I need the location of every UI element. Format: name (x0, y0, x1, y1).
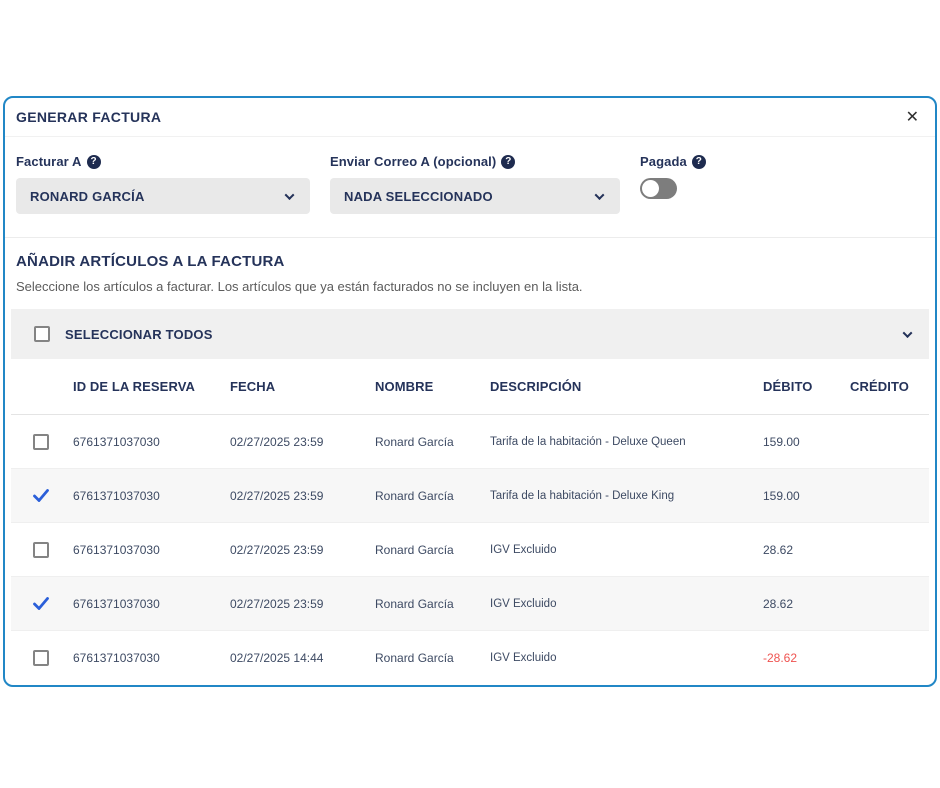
row-debito: 159.00 (763, 434, 800, 449)
reservation-id: 6761371037030 (73, 488, 160, 503)
table-row[interactable]: 6761371037030 02/27/2025 23:59 Ronard Ga… (11, 523, 929, 577)
row-fecha: 02/27/2025 23:59 (230, 596, 324, 611)
row-descripcion: Tarifa de la habitación - Deluxe King (490, 489, 675, 502)
select-all-label: SELECCIONAR TODOS (65, 326, 213, 342)
enviar-correo-select[interactable]: NADA SELECCIONADO (330, 178, 620, 214)
header-debito: DÉBITO (763, 379, 813, 394)
select-all-checkbox[interactable] (34, 326, 50, 342)
row-fecha: 02/27/2025 14:44 (230, 651, 324, 665)
row-debito: 28.62 (763, 596, 794, 611)
row-checkmark-icon[interactable] (33, 489, 49, 502)
row-checkmark-icon[interactable] (33, 597, 49, 610)
table-row[interactable]: 6761371037030 02/27/2025 23:59 Ronard Ga… (11, 415, 929, 469)
invoice-form: Facturar A ? RONARD GARCÍA Enviar Correo… (5, 137, 935, 237)
facturar-a-label: Facturar A ? (16, 154, 310, 169)
items-section-subtitle: Seleccione los artículos a facturar. Los… (16, 279, 583, 294)
header-fecha: FECHA (230, 379, 276, 394)
row-nombre: Ronard García (375, 651, 454, 665)
table-row[interactable]: 6761371037030 02/27/2025 14:44 Ronard Ga… (11, 631, 929, 685)
enviar-correo-label: Enviar Correo A (opcional) ? (330, 154, 620, 169)
row-checkbox[interactable] (33, 650, 49, 666)
items-table: ID DE LA RESERVA FECHA NOMBRE DESCRIPCIÓ… (11, 359, 929, 685)
select-all-bar: SELECCIONAR TODOS (11, 309, 929, 359)
table-row[interactable]: 6761371037030 02/27/2025 23:59 Ronard Ga… (11, 577, 929, 631)
facturar-a-value: RONARD GARCÍA (30, 188, 145, 204)
help-icon[interactable]: ? (691, 154, 706, 169)
facturar-a-field: Facturar A ? RONARD GARCÍA (16, 154, 310, 214)
reservation-id: 6761371037030 (73, 542, 160, 557)
row-nombre: Ronard García (375, 488, 454, 503)
reservation-id: 6761371037030 (73, 596, 160, 611)
table-row[interactable]: 6761371037030 02/27/2025 23:59 Ronard Ga… (11, 469, 929, 523)
table-header-row: ID DE LA RESERVA FECHA NOMBRE DESCRIPCIÓ… (11, 359, 929, 415)
help-icon[interactable]: ? (501, 154, 516, 169)
row-descripcion: IGV Excluido (490, 597, 557, 610)
row-checkbox[interactable] (33, 541, 49, 558)
chevron-down-icon (594, 189, 605, 200)
table-body: 6761371037030 02/27/2025 23:59 Ronard Ga… (11, 415, 929, 685)
row-debito: 159.00 (763, 488, 800, 503)
row-descripcion: IGV Excluido (490, 652, 557, 664)
facturar-a-select[interactable]: RONARD GARCÍA (16, 178, 310, 214)
items-section-title: AÑADIR ARTÍCULOS A LA FACTURA (16, 253, 285, 270)
generar-factura-modal: GENERAR FACTURA ✕ Facturar A ? RONARD GA… (3, 96, 937, 687)
reservation-id: 6761371037030 (73, 434, 160, 449)
header-nombre: NOMBRE (375, 379, 434, 394)
divider (5, 237, 935, 238)
header-credito: CRÉDITO (850, 379, 909, 394)
reservation-id: 6761371037030 (73, 651, 160, 665)
help-icon[interactable]: ? (86, 154, 101, 169)
page-title: GENERAR FACTURA (16, 109, 162, 125)
row-fecha: 02/27/2025 23:59 (230, 488, 324, 503)
row-nombre: Ronard García (375, 434, 454, 449)
pagada-field: Pagada ? (640, 154, 706, 214)
row-debito: 28.62 (763, 542, 794, 557)
close-icon[interactable]: ✕ (905, 107, 919, 126)
enviar-correo-field: Enviar Correo A (opcional) ? NADA SELECC… (330, 154, 620, 214)
row-fecha: 02/27/2025 23:59 (230, 434, 324, 449)
header-descripcion: DESCRIPCIÓN (490, 379, 582, 394)
toggle-knob (642, 180, 659, 197)
row-descripcion: IGV Excluido (490, 543, 557, 556)
header-id: ID DE LA RESERVA (73, 379, 195, 394)
row-debito: -28.62 (763, 651, 798, 665)
modal-header: GENERAR FACTURA ✕ (5, 98, 935, 137)
chevron-down-icon (284, 189, 295, 200)
row-descripcion: Tarifa de la habitación - Deluxe Queen (490, 435, 686, 448)
row-nombre: Ronard García (375, 542, 454, 557)
chevron-down-icon[interactable] (902, 327, 913, 338)
pagada-label: Pagada ? (640, 154, 706, 169)
row-nombre: Ronard García (375, 596, 454, 611)
enviar-correo-value: NADA SELECCIONADO (344, 188, 493, 204)
row-checkbox[interactable] (33, 433, 49, 450)
row-fecha: 02/27/2025 23:59 (230, 542, 324, 557)
pagada-toggle[interactable] (640, 178, 677, 199)
